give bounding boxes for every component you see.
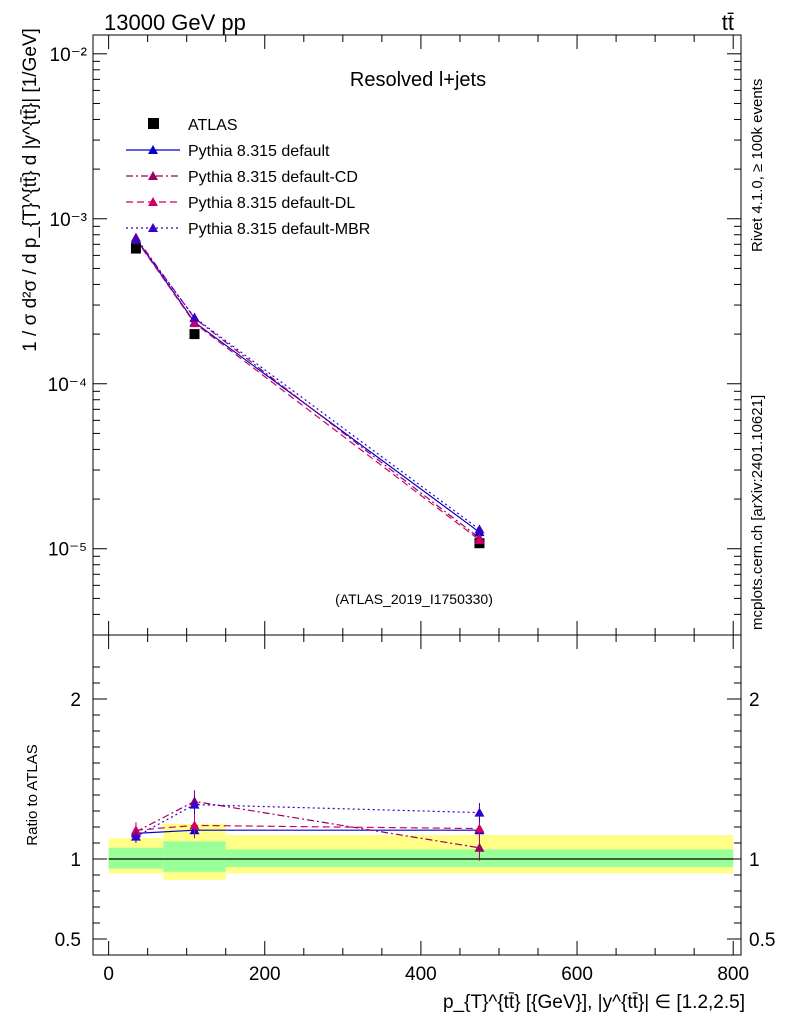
ratio-point-default_dl: [474, 823, 485, 833]
y-tick-label: 10⁻³: [50, 210, 88, 231]
x-tick-label: 600: [561, 964, 593, 985]
ratio-y-tick-label-right: 2: [749, 690, 760, 711]
ratio-point-default_dl: [130, 825, 141, 835]
energy-label: 13000 GeV pp: [104, 10, 246, 35]
legend-marker-atlas: [148, 118, 159, 129]
ratio-y-tick-label-right: 0.5: [749, 930, 775, 951]
ratio-y-tick-label: 1: [70, 850, 81, 871]
ratio-y-tick-label: 2: [70, 690, 81, 711]
ratio-point-default_mbr: [130, 831, 141, 841]
data-point-default_dl: [189, 318, 200, 328]
legend-label-default: Pythia 8.315 default: [188, 143, 330, 160]
rivet-label: Rivet 4.1.0, ≥ 100k events: [749, 79, 766, 252]
series-line-default: [135, 238, 480, 533]
legend: ATLAS Pythia 8.315 default Pythia 8.315 de…: [126, 117, 370, 238]
legend-label-default_cd: Pythia 8.315 default-CD: [188, 169, 358, 186]
mcplots-label: mcplots.cern.ch [arXiv:2401.10621]: [749, 395, 766, 630]
data-point-default_mbr: [474, 524, 485, 534]
analysis-watermark: (ATLAS_2019_I1750330): [335, 591, 493, 607]
x-tick-label: 200: [249, 964, 281, 985]
series-line-default_cd: [135, 237, 480, 539]
ratio-point-default_cd: [474, 842, 485, 852]
legend-marker-default_mbr: [148, 223, 158, 232]
legend-label-default_dl: Pythia 8.315 default-DL: [188, 195, 355, 212]
uncertainty-band-inner: [163, 841, 226, 872]
main-y-axis-label: 1 / σ d²σ / d p_{T}^{tt̄} d |y^{tt̄}| [1…: [20, 28, 41, 352]
data-point-default_mbr: [130, 234, 141, 244]
data-point-default_dl: [474, 534, 485, 544]
uncertainty-band-inner: [108, 847, 164, 869]
x-axis-label: p_{T}^{tt̄} [{GeV}], |y^{tt̄}| ∈ [1.2,2.…: [443, 992, 745, 1013]
legend-marker-default: [148, 145, 158, 154]
y-tick-label: 10⁻²: [50, 45, 88, 66]
series-line-default_mbr: [135, 239, 480, 530]
y-tick-label: 10⁻⁴: [48, 375, 87, 396]
ratio-y-tick-label-right: 1: [749, 850, 760, 871]
ratio-frame: [92, 634, 742, 956]
process-label: tt̄: [722, 10, 734, 35]
legend-marker-default_dl: [148, 197, 158, 206]
data-point-default_mbr: [189, 312, 200, 322]
x-tick-label: 0: [103, 964, 114, 985]
ratio-point-default_mbr: [189, 799, 200, 809]
legend-label-atlas: ATLAS: [188, 117, 238, 134]
ratio-y-axis-label: Ratio to ATLAS: [24, 744, 41, 845]
ratio-point-default_dl: [189, 820, 200, 830]
x-tick-label: 800: [717, 964, 749, 985]
ratio-y-tick-label: 0.5: [55, 930, 81, 951]
legend-label-default_mbr: Pythia 8.315 default-MBR: [188, 221, 370, 238]
x-tick-label: 400: [405, 964, 437, 985]
ratio-point-default_mbr: [474, 807, 485, 817]
legend-marker-default_cd: [148, 171, 158, 180]
data-point-atlas: [189, 329, 200, 340]
main-panel: 10⁻² 10⁻³ 10⁻⁴ 10⁻⁵ Resolved l+jets (ATLAS_…: [20, 28, 742, 636]
y-tick-label: 10⁻⁵: [48, 540, 87, 561]
data-point-atlas: [130, 243, 141, 254]
main-title: Resolved l+jets: [350, 69, 486, 91]
